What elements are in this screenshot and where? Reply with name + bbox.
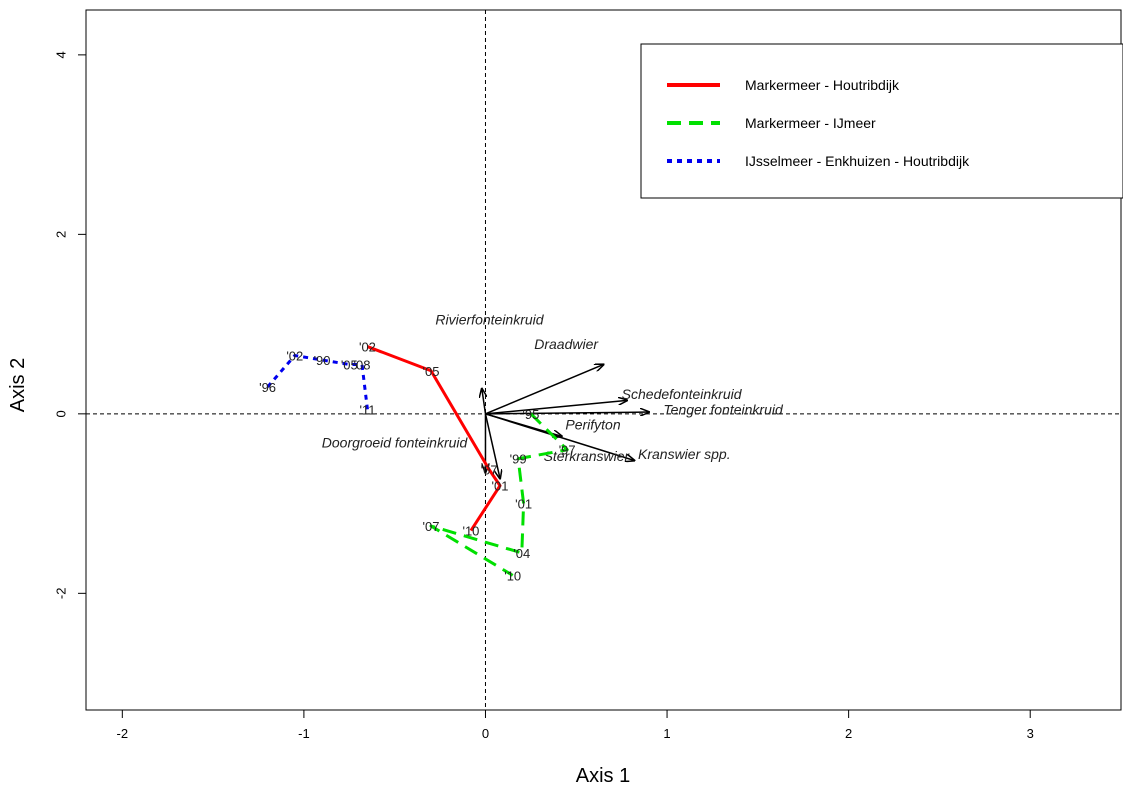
y-tick-label: -2 — [53, 588, 68, 600]
point-label: '90 — [314, 353, 331, 368]
y-tick-label: 0 — [53, 410, 68, 417]
point-label: '99 — [510, 452, 527, 467]
point-label: '97 — [559, 443, 576, 458]
legend-entry: Markermeer - IJmeer — [745, 115, 876, 131]
legend-entry: Markermeer - Houtribdijk — [745, 77, 900, 93]
point-label: '95 — [522, 407, 539, 422]
vector-arrow — [485, 400, 627, 415]
series-line — [366, 345, 502, 532]
vector-label: Perifyton — [565, 417, 620, 433]
x-tick-label: -2 — [117, 726, 129, 741]
point-label: '96 — [259, 380, 276, 395]
series-line — [429, 412, 569, 577]
x-axis-label: Axis 1 — [576, 765, 630, 787]
point-label: '10 — [504, 568, 521, 583]
point-label: '10 — [462, 524, 479, 539]
y-axis-label: Axis 2 — [7, 358, 29, 412]
x-tick-label: 1 — [663, 726, 670, 741]
vector-label: Sterkranswier — [544, 448, 631, 464]
point-label: '01 — [515, 497, 532, 512]
vector-label: Kranswier spp. — [638, 446, 731, 462]
axes: -2 -1 0 1 2 3 -2 0 2 4 — [53, 51, 1033, 741]
point-label: '02 — [359, 340, 376, 355]
y-tick-label: 2 — [53, 231, 68, 238]
vector-arrow — [485, 412, 648, 414]
reference-lines — [86, 10, 1121, 710]
site-trajectories: '02'05'07'01'10'95'97'99'01'04'07'10'96'… — [259, 340, 576, 584]
vector-arrow — [485, 364, 603, 415]
vector-label: Draadwier — [534, 336, 599, 352]
vector-arrow — [485, 413, 634, 461]
point-label: '04 — [513, 546, 530, 561]
point-label: '05 — [423, 364, 440, 379]
legend-entry: IJsselmeer - Enkhuizen - Houtribdijk — [745, 153, 970, 169]
legend-box — [640, 43, 1123, 199]
point-label: '08 — [354, 357, 371, 372]
x-tick-label: 0 — [482, 726, 489, 741]
vector-arrow — [482, 389, 486, 414]
point-label: '07 — [481, 462, 498, 477]
vector-label: Tenger fonteinkruid — [663, 401, 784, 417]
x-tick-label: 3 — [1027, 726, 1034, 741]
x-tick-label: 2 — [845, 726, 852, 741]
plot-frame — [85, 9, 1122, 711]
point-label: '01 — [492, 479, 509, 494]
legend: Markermeer - Houtribdijk Markermeer - IJm… — [640, 43, 1123, 199]
point-label: '11 — [359, 402, 375, 417]
vector-arrow — [484, 413, 500, 479]
y-tick-label: 4 — [53, 51, 68, 58]
vector-label: Schedefonteinkruid — [622, 386, 743, 402]
series-line — [266, 354, 369, 410]
point-label: '02 — [286, 349, 303, 364]
x-tick-label: -1 — [298, 726, 310, 741]
vector-label: Rivierfonteinkruid — [435, 312, 544, 328]
point-label: '07 — [423, 519, 440, 534]
vector-label: Doorgroeid fonteinkruid — [322, 435, 469, 451]
point-label: '05 — [341, 357, 358, 372]
